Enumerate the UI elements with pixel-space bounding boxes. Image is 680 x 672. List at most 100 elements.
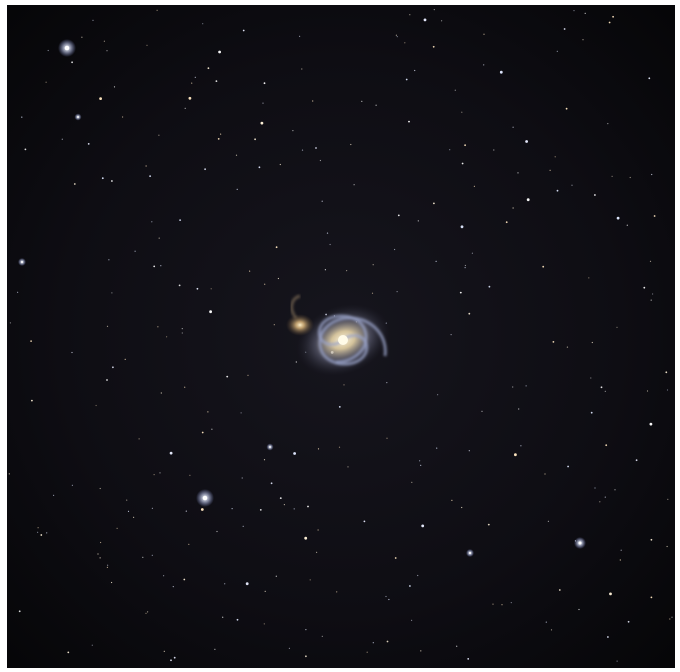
star — [188, 544, 189, 545]
star — [474, 186, 475, 187]
star — [582, 39, 583, 40]
star — [10, 322, 11, 323]
star — [557, 51, 558, 52]
star — [460, 292, 462, 294]
star — [636, 459, 638, 461]
star — [518, 408, 519, 409]
star — [202, 432, 204, 434]
star — [202, 23, 203, 24]
star — [590, 377, 591, 378]
star — [21, 261, 23, 263]
star — [197, 288, 199, 290]
star — [189, 97, 192, 100]
star — [170, 659, 172, 661]
star — [579, 542, 582, 545]
star — [100, 542, 101, 543]
star — [211, 288, 212, 289]
star — [397, 36, 398, 37]
star — [651, 597, 653, 599]
star — [243, 526, 244, 527]
star — [164, 651, 165, 652]
star — [396, 35, 397, 36]
star — [489, 286, 491, 288]
star — [260, 509, 262, 511]
star — [208, 67, 210, 69]
star — [280, 164, 281, 165]
star — [643, 287, 645, 289]
star — [372, 293, 373, 294]
star — [296, 361, 297, 362]
star — [204, 168, 206, 170]
star — [550, 170, 551, 171]
star — [9, 473, 10, 474]
star — [628, 621, 630, 623]
star — [104, 41, 105, 42]
star — [292, 130, 293, 131]
star — [601, 386, 603, 388]
star — [630, 177, 631, 178]
star — [183, 579, 185, 581]
star — [222, 617, 223, 618]
star — [373, 264, 374, 265]
star — [264, 284, 265, 285]
star — [418, 220, 419, 221]
star — [361, 101, 362, 102]
star — [106, 379, 108, 381]
star — [278, 278, 279, 279]
star — [218, 138, 220, 140]
star — [269, 446, 271, 448]
star — [347, 466, 348, 467]
star — [299, 36, 300, 37]
star — [451, 500, 452, 501]
star — [614, 489, 615, 490]
star — [189, 475, 190, 476]
star — [111, 292, 112, 293]
star — [146, 165, 147, 166]
star — [394, 249, 395, 250]
star — [318, 529, 319, 530]
star — [62, 139, 63, 140]
star — [512, 386, 513, 387]
star — [464, 144, 466, 146]
star — [201, 508, 204, 511]
star — [327, 233, 328, 234]
star — [302, 150, 303, 151]
star — [220, 134, 221, 135]
star — [500, 71, 503, 74]
star — [271, 482, 273, 484]
star — [262, 103, 263, 104]
star — [46, 532, 47, 533]
star — [249, 271, 250, 272]
star — [513, 127, 514, 128]
star — [284, 504, 285, 505]
star — [185, 108, 186, 109]
star — [651, 174, 652, 175]
star — [559, 589, 561, 591]
star — [195, 77, 196, 78]
star — [312, 100, 313, 101]
star — [469, 552, 471, 554]
star — [71, 352, 72, 353]
star — [465, 267, 466, 268]
star — [114, 86, 115, 87]
star — [461, 507, 462, 508]
star — [126, 500, 127, 501]
star — [173, 586, 174, 587]
star — [166, 336, 167, 337]
star — [293, 452, 296, 455]
star — [467, 658, 469, 660]
star — [274, 324, 275, 325]
star — [387, 641, 389, 643]
star — [247, 375, 248, 376]
star — [433, 46, 435, 48]
star — [546, 622, 547, 623]
star — [421, 525, 424, 528]
star — [161, 392, 162, 393]
star — [67, 652, 69, 654]
star — [667, 389, 668, 390]
star — [157, 326, 158, 327]
star — [651, 300, 652, 301]
star — [224, 583, 225, 584]
star — [455, 90, 456, 91]
star — [436, 448, 437, 449]
